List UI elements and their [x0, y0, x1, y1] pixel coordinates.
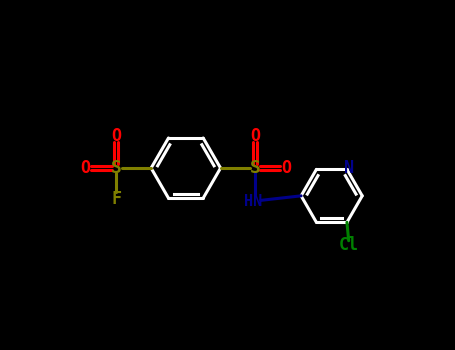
Text: S: S	[250, 159, 261, 177]
Text: F: F	[111, 190, 121, 208]
Text: O: O	[80, 159, 90, 177]
Text: HN: HN	[244, 194, 263, 209]
Text: Cl: Cl	[339, 236, 359, 254]
Text: O: O	[111, 127, 121, 145]
Text: S: S	[111, 159, 122, 177]
Text: O: O	[282, 159, 292, 177]
Text: O: O	[250, 127, 260, 145]
Text: N: N	[344, 159, 354, 177]
